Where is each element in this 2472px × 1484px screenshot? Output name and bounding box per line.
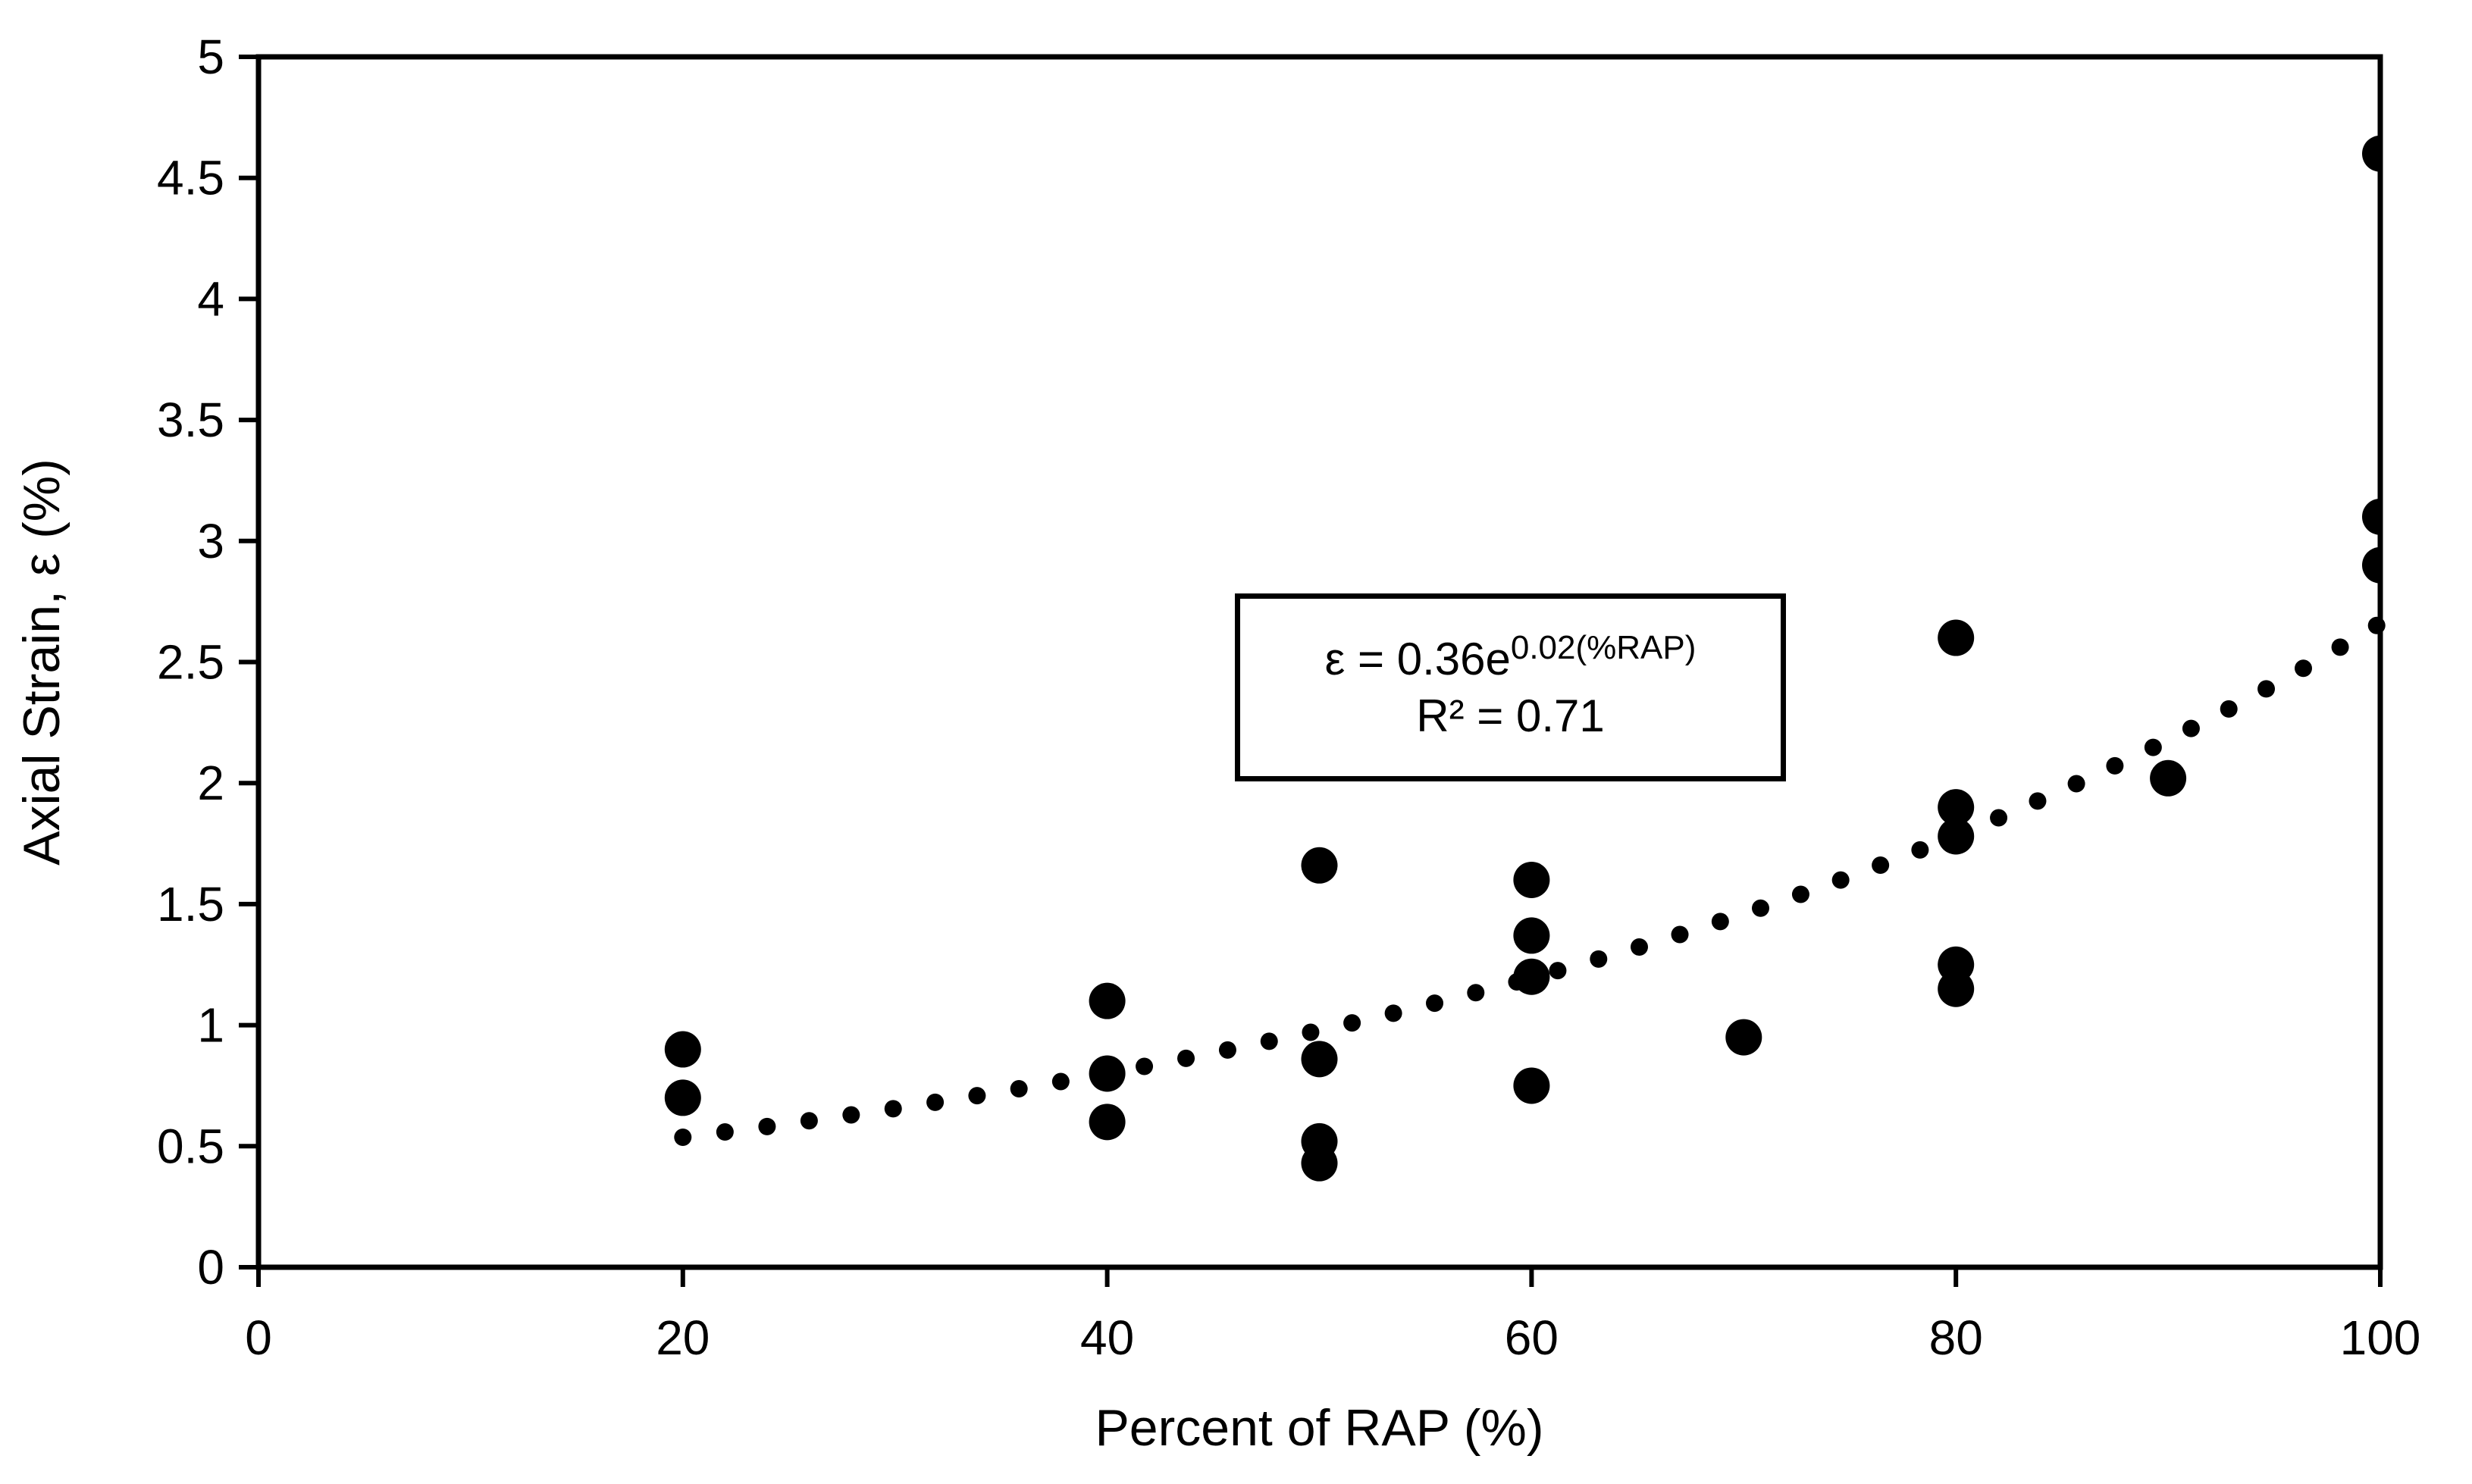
y-tick-label: 4 bbox=[197, 271, 224, 326]
y-tick-label: 3.5 bbox=[157, 393, 224, 447]
y-tick-label: 0 bbox=[197, 1240, 224, 1295]
data-point bbox=[1089, 1104, 1126, 1141]
x-tick-label: 20 bbox=[656, 1310, 710, 1365]
data-point bbox=[1513, 958, 1550, 995]
data-point bbox=[1725, 1019, 1762, 1056]
data-point bbox=[2362, 135, 2380, 172]
y-tick-label: 1.5 bbox=[157, 877, 224, 931]
y-tick-label: 2.5 bbox=[157, 635, 224, 690]
x-tick-label: 60 bbox=[1505, 1310, 1559, 1365]
data-point bbox=[1938, 970, 1975, 1007]
x-axis-title: Percent of RAP (%) bbox=[1095, 1399, 1543, 1457]
x-tick-label: 40 bbox=[1080, 1310, 1134, 1365]
x-tick-label: 100 bbox=[2340, 1310, 2421, 1365]
equation-text: ε = 0.36e0.02(%RAP) bbox=[1324, 629, 1697, 685]
trendline-equation-box: ε = 0.36e0.02(%RAP) R² = 0.71 bbox=[1235, 593, 1786, 781]
data-point bbox=[1301, 847, 1338, 884]
y-tick-label: 3 bbox=[197, 514, 224, 568]
data-point bbox=[1938, 789, 1975, 826]
data-point bbox=[2362, 498, 2380, 535]
y-tick-label: 5 bbox=[197, 30, 224, 84]
data-point bbox=[1513, 1067, 1550, 1104]
data-point bbox=[1513, 861, 1550, 898]
y-axis-title: Axial Strain, ε (%) bbox=[13, 459, 70, 866]
data-point bbox=[1089, 1055, 1126, 1092]
data-point bbox=[2362, 546, 2380, 584]
data-point bbox=[1301, 1144, 1338, 1182]
y-tick-label: 1 bbox=[197, 998, 224, 1053]
y-tick-label: 4.5 bbox=[157, 151, 224, 205]
data-point bbox=[664, 1031, 701, 1068]
y-tick-label: 2 bbox=[197, 756, 224, 810]
x-tick-label: 0 bbox=[245, 1310, 272, 1365]
data-point bbox=[1301, 1041, 1338, 1078]
r-squared-text: R² = 0.71 bbox=[1416, 690, 1605, 741]
data-point bbox=[1938, 818, 1975, 855]
data-point bbox=[1938, 619, 1975, 656]
data-point bbox=[2150, 759, 2187, 797]
x-tick-label: 80 bbox=[1929, 1310, 1983, 1365]
data-point bbox=[1513, 917, 1550, 954]
equation-exponent: 0.02(%RAP) bbox=[1510, 629, 1697, 666]
y-tick-label: 0.5 bbox=[157, 1119, 224, 1173]
data-point bbox=[664, 1079, 701, 1116]
data-point bbox=[1089, 982, 1126, 1019]
